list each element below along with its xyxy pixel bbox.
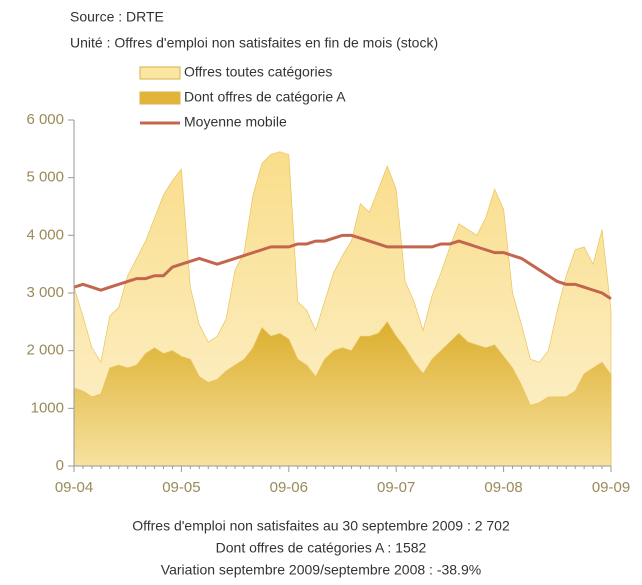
y-tick-label: 5 000 — [26, 169, 64, 186]
source: Source : DRTE — [70, 9, 164, 25]
y-tick-label: 4 000 — [26, 226, 64, 243]
y-tick-label: 0 — [56, 457, 64, 474]
y-tick-label: 3 000 — [26, 284, 64, 301]
x-tick-label: 09-04 — [55, 479, 93, 496]
note: Variation septembre 2009/septembre 2008 … — [161, 562, 481, 578]
legend-label: Dont offres de catégorie A — [184, 89, 346, 105]
area — [73, 321, 612, 467]
y-tick-label: 6 000 — [26, 111, 64, 128]
x-tick-label: 09-09 — [592, 479, 630, 496]
note: Dont offres de catégories A : 1582 — [216, 540, 427, 556]
line — [73, 233, 612, 301]
x-tick-label: 09-06 — [270, 479, 308, 496]
x-tick-label: 09-05 — [162, 479, 200, 496]
y-tick-label: 2 000 — [26, 342, 64, 359]
legend-swatch — [139, 66, 181, 80]
subtitle: Unité : Offres d'emploi non satisfaites … — [70, 35, 438, 51]
legend-label: Moyenne mobile — [184, 114, 287, 130]
legend-label: Offres toutes catégories — [184, 64, 332, 80]
y-tick-label: 1000 — [31, 399, 64, 416]
note: Offres d'emploi non satisfaites au 30 se… — [132, 518, 510, 534]
x-tick-label: 09-08 — [484, 479, 522, 496]
x-tick-label: 09-07 — [377, 479, 415, 496]
legend-swatch — [139, 91, 181, 105]
